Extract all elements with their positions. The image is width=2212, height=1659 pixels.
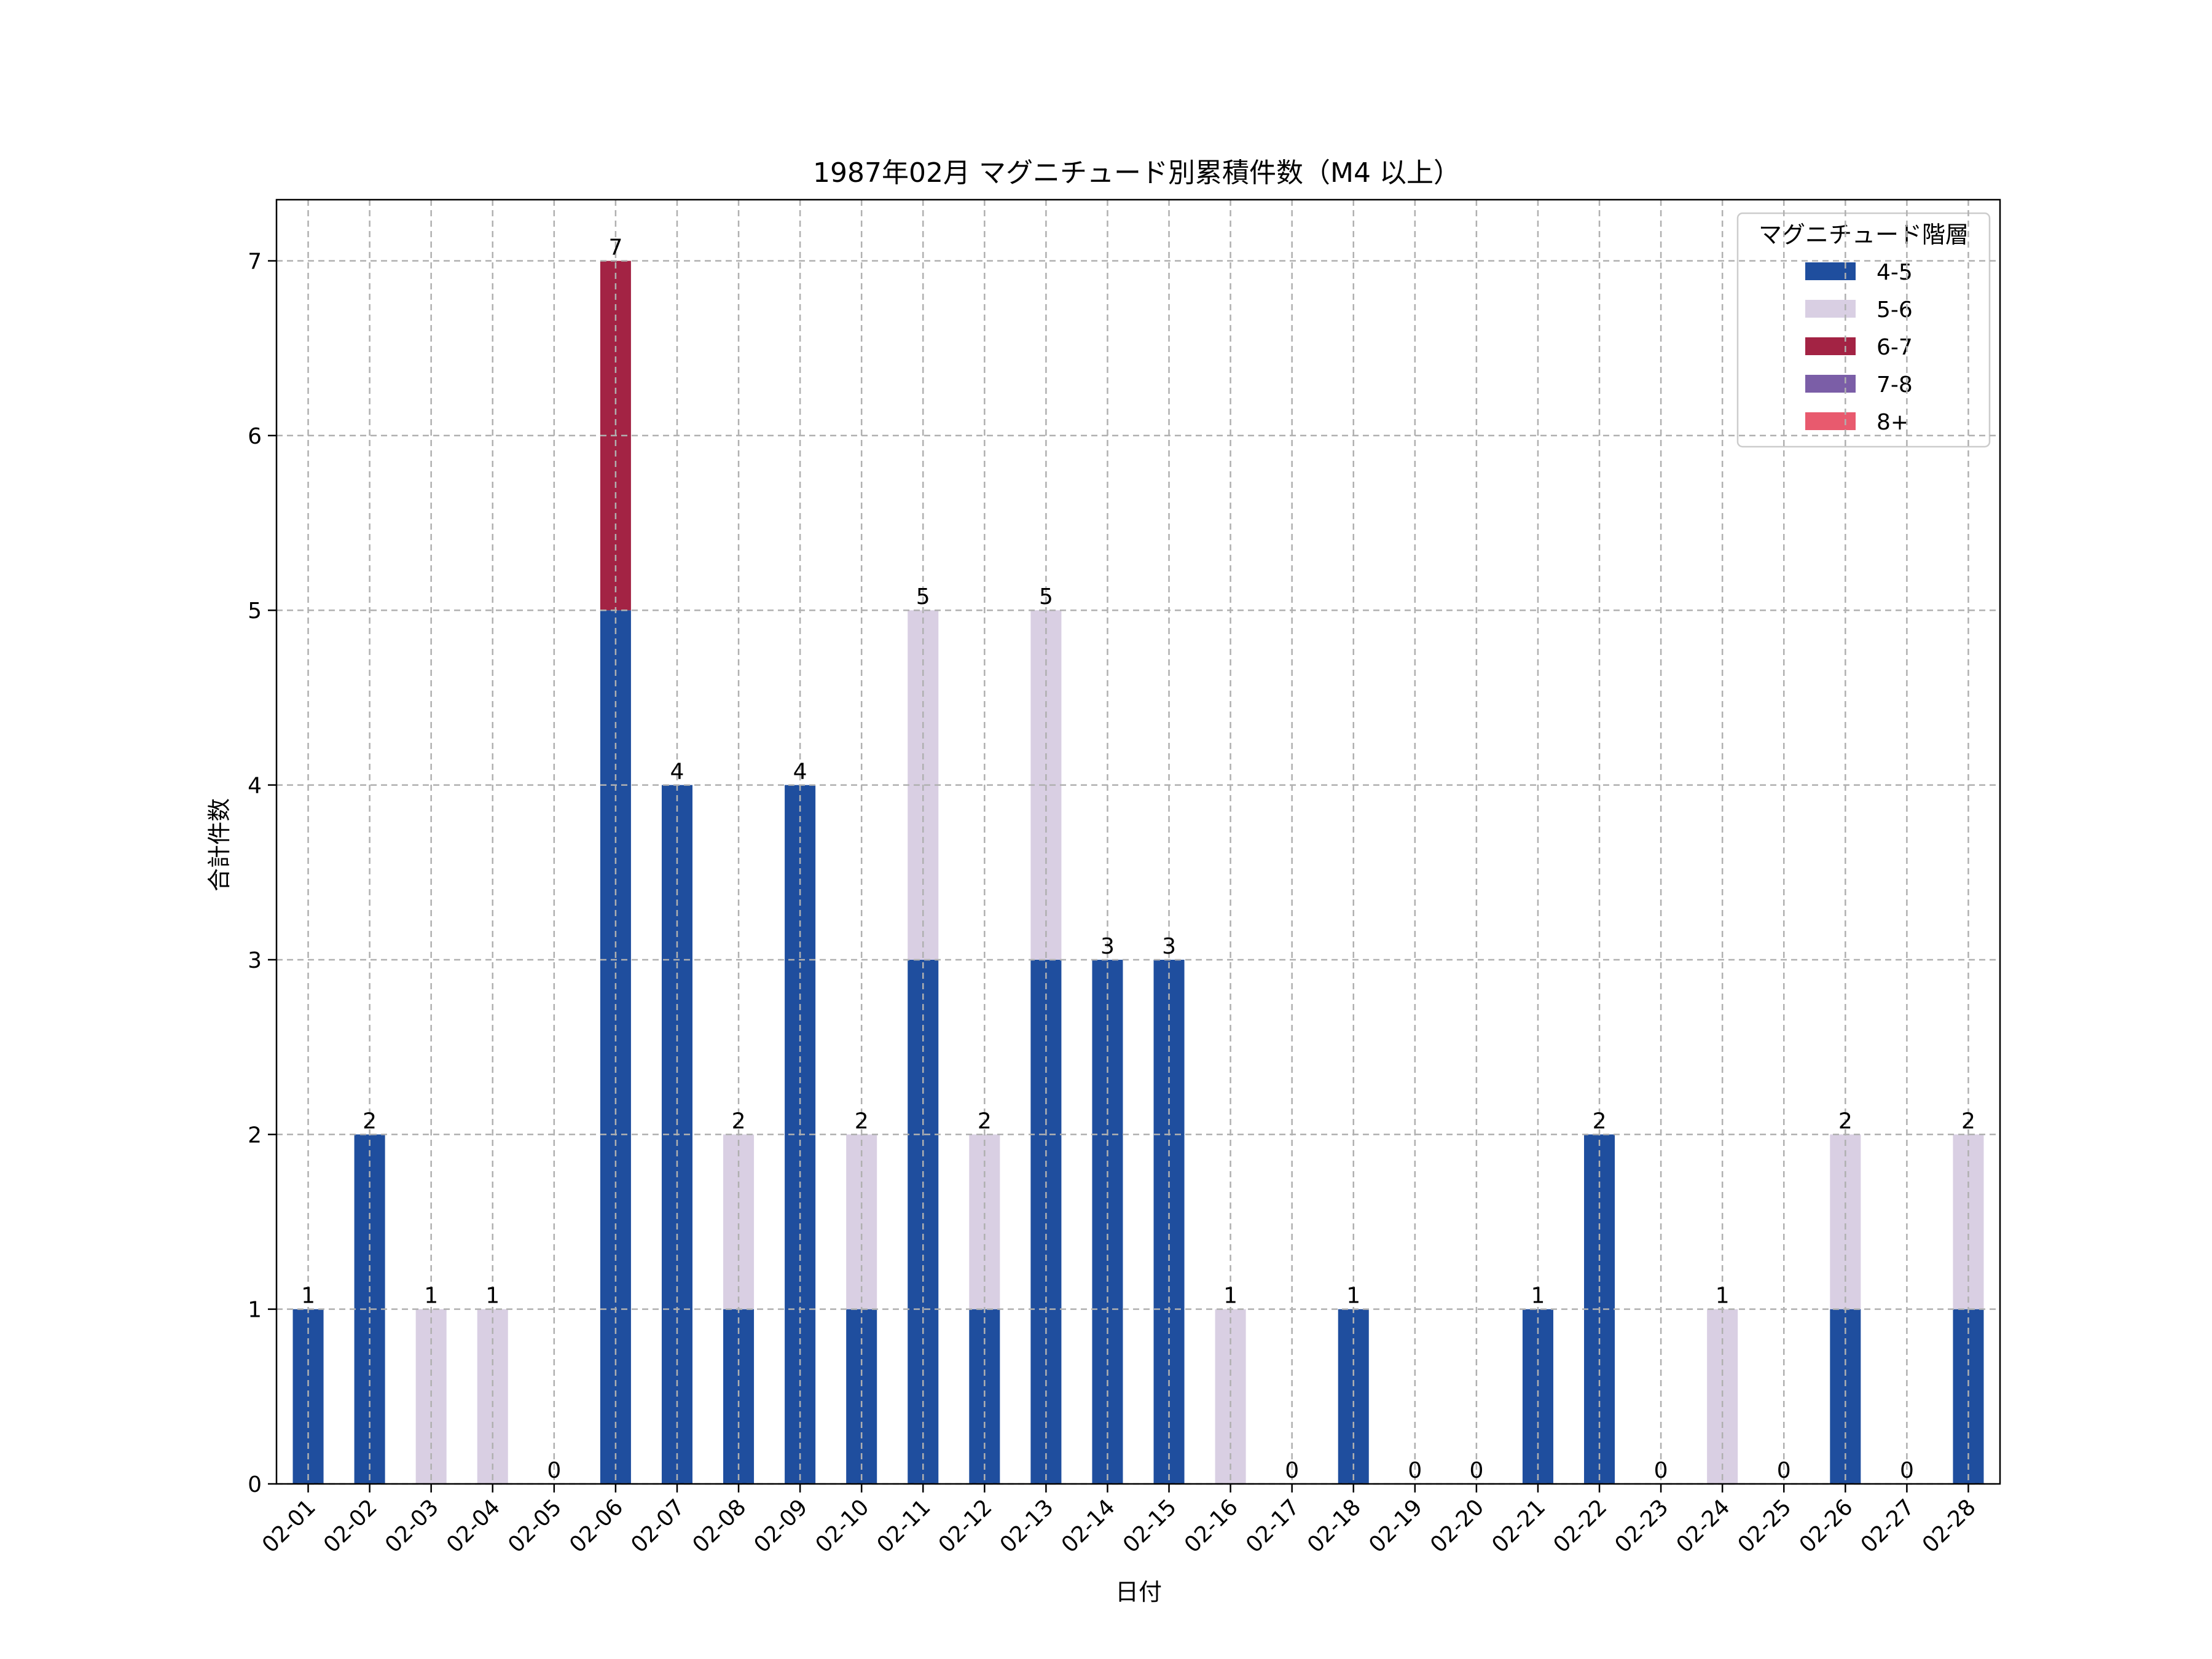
data-label: 0	[1654, 1458, 1668, 1483]
legend-box	[1736, 212, 1991, 448]
data-label: 4	[793, 759, 807, 785]
x-tick-label: 02-07	[626, 1494, 689, 1558]
data-label: 1	[1531, 1284, 1545, 1309]
legend-swatch-8+	[1805, 412, 1856, 430]
x-tick-label: 02-18	[1303, 1494, 1366, 1558]
data-label: 1	[301, 1284, 315, 1309]
plot-frame	[275, 198, 2001, 1485]
y-tick-label: 5	[248, 598, 262, 624]
x-tick-label: 02-19	[1364, 1494, 1427, 1558]
legend-swatch-4-5	[1805, 262, 1856, 280]
data-label: 2	[1593, 1108, 1607, 1134]
x-tick-label: 02-20	[1426, 1494, 1489, 1558]
x-tick-label: 02-05	[503, 1494, 567, 1558]
data-label: 0	[547, 1458, 561, 1483]
x-tick-label: 02-17	[1241, 1494, 1304, 1558]
x-tick-label: 02-13	[995, 1494, 1059, 1558]
data-label: 1	[485, 1284, 500, 1309]
x-tick-label: 02-03	[380, 1494, 444, 1558]
x-tick-label: 02-23	[1610, 1494, 1674, 1558]
x-axis: 02-0102-0202-0302-0402-0502-0602-0702-08…	[257, 1484, 1981, 1558]
x-axis-label: 日付	[1115, 1579, 1162, 1606]
x-tick-label: 02-27	[1856, 1494, 1920, 1558]
x-tick-label: 02-01	[257, 1494, 321, 1558]
data-label: 1	[1223, 1284, 1237, 1309]
data-label: 2	[1838, 1108, 1853, 1134]
x-tick-label: 02-11	[873, 1494, 936, 1558]
legend-label-8+: 8+	[1877, 410, 1909, 435]
y-axis: 0 1 2 3 4 5 6 7	[248, 249, 276, 1497]
x-tick-label: 02-12	[934, 1494, 997, 1558]
data-label: 1	[424, 1284, 438, 1309]
x-tick-label: 02-08	[688, 1494, 751, 1558]
y-tick-label: 6	[248, 424, 262, 449]
y-tick-label: 0	[248, 1472, 262, 1497]
data-label: 0	[1469, 1458, 1483, 1483]
data-label: 1	[1346, 1284, 1360, 1309]
y-tick-label: 4	[248, 774, 262, 799]
legend-swatch-5-6	[1805, 300, 1856, 318]
data-label: 1	[1716, 1284, 1730, 1309]
legend-title: マグニチュード階層	[1759, 221, 1969, 248]
x-tick-label: 02-14	[1057, 1494, 1120, 1558]
x-tick-label: 02-04	[442, 1494, 505, 1558]
bar-02-26-5-6	[1830, 1134, 1861, 1309]
data-label: 0	[1900, 1458, 1914, 1483]
data-label: 3	[1100, 934, 1115, 959]
x-tick-label: 02-26	[1795, 1494, 1858, 1558]
x-tick-label: 02-25	[1733, 1494, 1797, 1558]
x-tick-label: 02-02	[319, 1494, 382, 1558]
x-tick-label: 02-06	[565, 1494, 628, 1558]
bar-02-08-5-6	[723, 1134, 755, 1309]
bar-02-12-5-6	[969, 1134, 1000, 1309]
data-label: 3	[1162, 934, 1176, 959]
y-tick-label: 3	[248, 948, 262, 973]
chart-title: 1987年02月 マグニチュード別累積件数（M4 以上）	[813, 157, 1461, 189]
data-label: 0	[1777, 1458, 1791, 1483]
y-axis-label: 合計件数	[206, 798, 233, 892]
data-label: 4	[670, 759, 684, 785]
legend-swatch-7-8	[1805, 375, 1856, 393]
x-tick-label: 02-28	[1918, 1494, 1981, 1558]
x-tick-label: 02-24	[1672, 1494, 1735, 1558]
legend-swatch-6-7	[1805, 337, 1856, 355]
x-tick-label: 02-09	[750, 1494, 813, 1558]
data-label: 0	[1285, 1458, 1299, 1483]
x-tick-label: 02-10	[811, 1494, 874, 1558]
bar-02-10-5-6	[846, 1134, 877, 1309]
data-label: 5	[916, 584, 930, 610]
x-tick-label: 02-15	[1118, 1494, 1182, 1558]
x-tick-label: 02-16	[1180, 1494, 1243, 1558]
data-label: 2	[855, 1108, 869, 1134]
data-label: 7	[608, 235, 622, 261]
y-tick-label: 7	[248, 249, 262, 275]
data-label: 2	[732, 1108, 746, 1134]
data-label: 0	[1408, 1458, 1422, 1483]
x-tick-label: 02-22	[1548, 1494, 1612, 1558]
y-tick-label: 2	[248, 1123, 262, 1148]
data-label: 5	[1039, 584, 1053, 610]
data-label: 2	[363, 1108, 377, 1134]
bars	[292, 261, 1984, 1484]
y-tick-label: 1	[248, 1298, 262, 1323]
x-tick-label: 02-21	[1487, 1494, 1550, 1558]
bar-02-28-5-6	[1953, 1134, 1984, 1309]
data-label: 2	[1961, 1108, 1975, 1134]
data-label: 2	[978, 1108, 992, 1134]
